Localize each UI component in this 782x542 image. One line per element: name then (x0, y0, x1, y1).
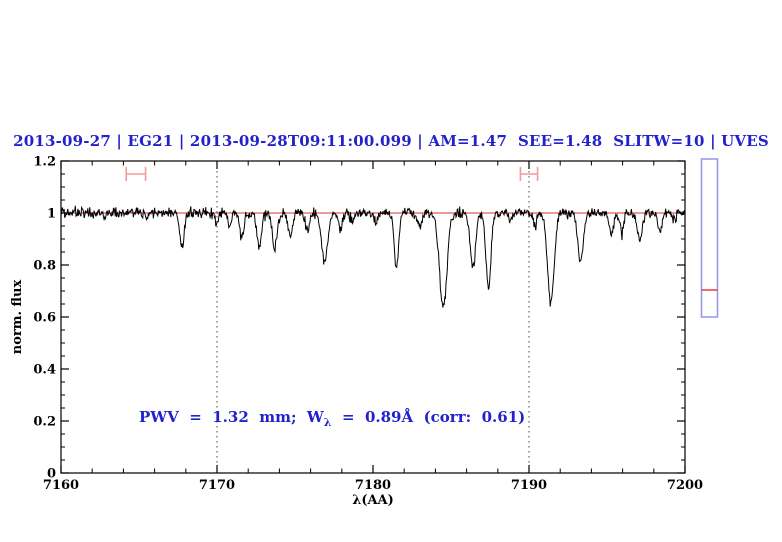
spectrum-line (60, 205, 686, 308)
pwv-annotation: PWV = 1.32 mm; Wλ = 0.89Å (corr: 0.61) (139, 408, 525, 429)
x-tick-label: 7160 (43, 478, 79, 493)
range-marker (125, 167, 147, 181)
y-tick-label: 0.4 (33, 363, 56, 378)
y-tick-label: 0.2 (33, 415, 56, 430)
chart-title: 2013-09-27 | EG21 | 2013-09-28T09:11:00.… (13, 132, 769, 150)
y-tick-label: 0.6 (33, 311, 56, 326)
y-tick-label: 1 (47, 207, 56, 222)
x-tick-label: 7170 (199, 478, 235, 493)
x-tick-label: 7180 (355, 478, 391, 493)
lambda-subscript-icon: λ (323, 416, 332, 429)
x-tick-label: 7190 (511, 478, 547, 493)
y-axis-label: norm. flux (10, 280, 25, 355)
y-tick-label: 0 (47, 467, 56, 482)
side-gauge (700, 158, 719, 318)
x-axis-label: λ(AA) (352, 493, 394, 508)
pwv-text-suffix: = 0.89Å (corr: 0.61) (331, 408, 526, 426)
x-tick-label: 7200 (667, 478, 703, 493)
range-marker (519, 167, 539, 181)
plot-generated-content: 7160 7170 7180 7190 7200 0 0.2 0.4 0.6 0.8 1 1.2 (33, 155, 719, 493)
y-tick-label: 1.2 (33, 155, 56, 170)
pwv-text-prefix: PWV = 1.32 mm; W (139, 408, 324, 426)
y-tick-label: 0.8 (33, 259, 56, 274)
